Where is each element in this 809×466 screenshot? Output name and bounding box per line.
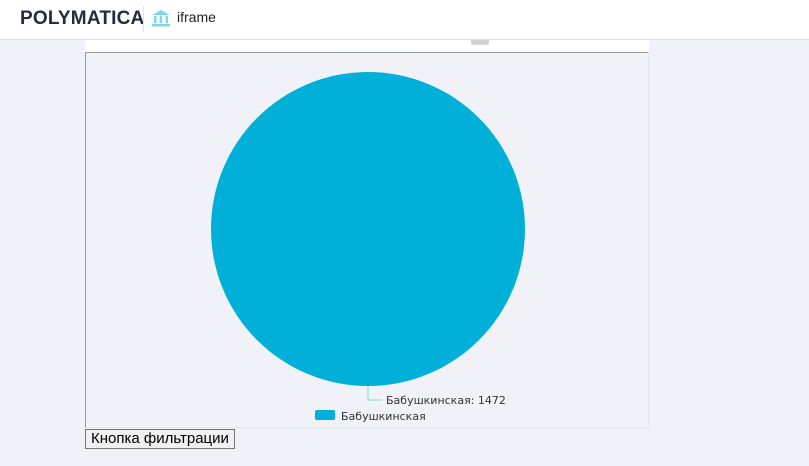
page-title: iframe [177,9,216,25]
label-leader-line [367,386,382,401]
legend-swatch[interactable] [315,410,335,420]
filter-button[interactable]: Кнопка фильтрации [85,429,235,449]
bank-icon [152,10,170,27]
scrollbar-thumb[interactable] [471,40,489,45]
header-divider [143,6,144,32]
pie-chart-svg: Бабушкинская: 1472 Бабушкинская [211,72,525,423]
polymatica-logo: POLYMATICA [20,8,145,29]
legend-label[interactable]: Бабушкинская [341,410,426,423]
app-header: POLYMATICA iframe [0,0,809,40]
iframe-toolbar [85,40,649,52]
pie-chart: Бабушкинская: 1472 Бабушкинская [85,52,649,428]
pie-slice[interactable] [211,72,525,386]
data-label: Бабушкинская: 1472 [386,394,506,407]
